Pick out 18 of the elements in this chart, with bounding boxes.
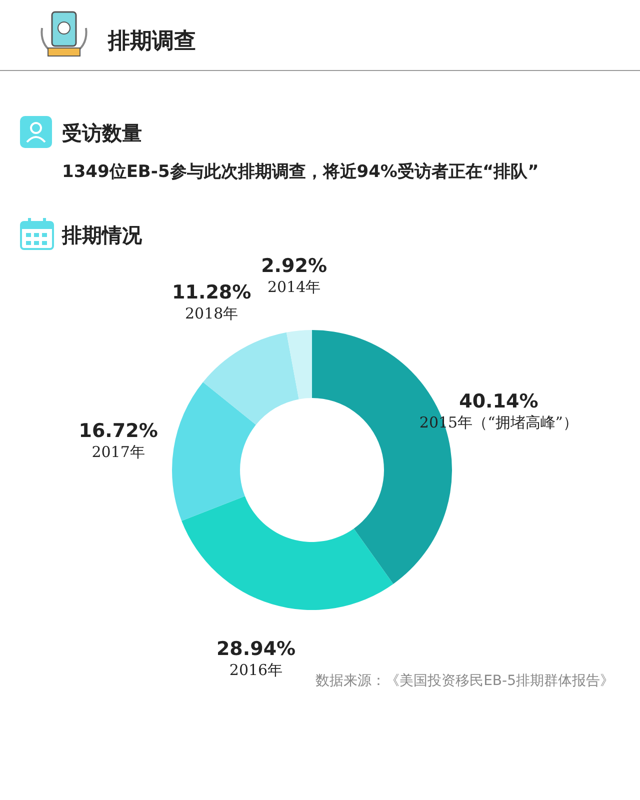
data-label: 11.28% xyxy=(172,282,252,304)
data-label: 2.92% xyxy=(261,254,328,277)
chart-title: 排期调查 xyxy=(108,28,196,56)
text: 排期情况 xyxy=(62,222,142,249)
donut-slice xyxy=(172,382,256,521)
data-label: 28.94% xyxy=(216,638,296,660)
data-label: 16.72% xyxy=(78,420,158,442)
text: 1349位EB-5参与此次排期调查，将近94%受访者正在“排队” xyxy=(62,161,539,183)
source-note: 数据来源：《美国投资移民EB-5排期群体报告》 xyxy=(316,672,614,690)
slice-label: 2018年 xyxy=(185,304,238,323)
slice-label: 2016年 xyxy=(229,660,283,679)
slice-label: 2017年 xyxy=(92,443,145,462)
slice-label: 2014年 xyxy=(267,278,321,296)
donut-slice xyxy=(286,330,312,400)
text: 受访数量 xyxy=(62,120,142,147)
donut-slice xyxy=(203,332,299,425)
data-label: 40.14% xyxy=(459,390,538,412)
donut-slice xyxy=(182,496,394,610)
